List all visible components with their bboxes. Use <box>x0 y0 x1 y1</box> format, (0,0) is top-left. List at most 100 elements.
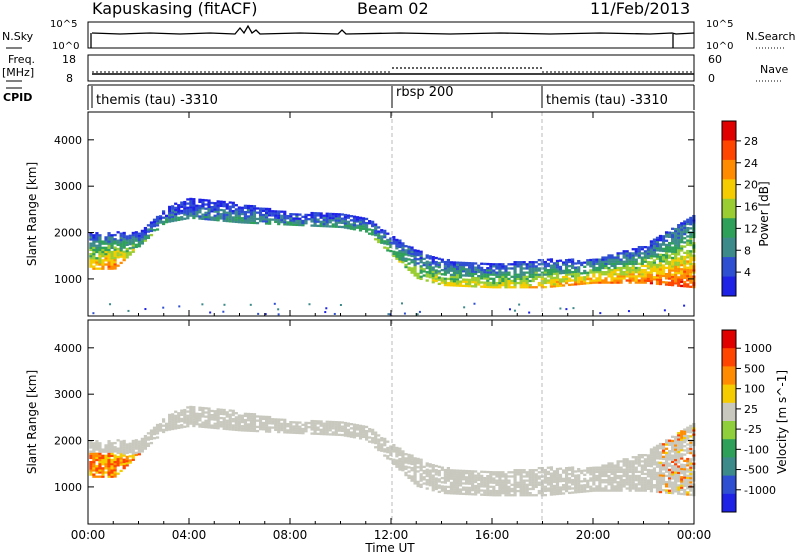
velocity-cell <box>207 417 211 421</box>
power-cell <box>122 233 126 237</box>
velocity-cell <box>246 427 251 430</box>
velocity-cell <box>458 475 463 479</box>
velocity-cell <box>683 493 687 496</box>
velocity-cell <box>634 483 638 486</box>
power-cell <box>677 280 681 283</box>
colorbar-tick-label: 25 <box>744 403 758 416</box>
velocity-cell <box>98 463 102 466</box>
power-cell <box>592 279 596 282</box>
power-cell <box>431 281 435 284</box>
velocity-cell <box>649 450 654 453</box>
velocity-cell <box>677 465 681 468</box>
velocity-cell <box>298 429 302 433</box>
power-cell <box>89 232 93 235</box>
y-tick-label: 1000 <box>54 273 82 286</box>
power-cell <box>410 258 414 262</box>
power-cell <box>92 255 96 258</box>
power-cell <box>216 206 220 209</box>
power-cell <box>137 236 141 240</box>
power-cell <box>613 268 617 272</box>
velocity-cell <box>392 446 396 449</box>
power-cell <box>310 218 314 221</box>
velocity-cell <box>631 464 635 467</box>
velocity-cell <box>204 425 208 429</box>
velocity-cell <box>658 474 663 477</box>
velocity-cell <box>107 467 111 470</box>
power-cell <box>413 253 417 256</box>
power-cell <box>649 277 654 281</box>
velocity-cell <box>680 463 684 466</box>
power-cell <box>474 281 478 284</box>
power-cell <box>361 227 366 230</box>
velocity-cell <box>619 481 623 484</box>
power-cell <box>631 260 635 263</box>
power-cell <box>268 220 272 223</box>
power-cell <box>137 245 141 248</box>
power-cell <box>283 212 287 216</box>
velocity-cell <box>274 420 278 423</box>
power-cell <box>686 256 690 259</box>
velocity-cell <box>310 419 314 423</box>
velocity-cell <box>449 481 454 485</box>
velocity-cell <box>649 460 654 464</box>
velocity-cell <box>592 470 596 474</box>
power-cell <box>610 271 614 274</box>
power-cell <box>346 224 351 228</box>
power-cell <box>628 277 632 280</box>
velocity-cell <box>455 469 460 472</box>
velocity-cell <box>407 462 411 465</box>
power-cell <box>634 271 638 274</box>
power-cell <box>98 261 102 264</box>
velocity-cell <box>640 472 644 476</box>
power-cell <box>625 256 629 259</box>
velocity-cell <box>261 417 266 420</box>
velocity-cell <box>271 418 275 421</box>
velocity-cell <box>601 474 605 478</box>
power-cell <box>510 263 514 266</box>
velocity-cell <box>519 477 523 480</box>
power-cell <box>404 265 408 269</box>
power-cell <box>549 279 554 282</box>
velocity-cell <box>352 431 357 435</box>
power-cell <box>577 280 581 284</box>
velocity-cell <box>225 419 229 422</box>
velocity-cell <box>549 485 554 488</box>
velocity-cell <box>231 413 235 417</box>
velocity-cell <box>186 425 190 428</box>
power-cell <box>492 281 496 285</box>
velocity-cell <box>671 471 675 474</box>
power-cell <box>622 256 626 259</box>
velocity-cell <box>464 471 469 475</box>
power-cell <box>628 256 632 259</box>
power-cell <box>265 211 269 215</box>
velocity-cell <box>92 444 96 447</box>
velocity-cell <box>564 481 569 484</box>
power-cell <box>522 286 526 289</box>
power-cell <box>116 252 120 255</box>
power-cell <box>637 281 641 284</box>
power-cell <box>646 277 650 280</box>
velocity-cell <box>664 443 669 446</box>
velocity-cell <box>625 481 629 484</box>
power-cell <box>240 221 244 224</box>
velocity-cell <box>349 431 354 434</box>
velocity-cell <box>398 462 402 465</box>
velocity-cell <box>446 466 451 470</box>
velocity-cell <box>104 467 108 470</box>
velocity-cell <box>619 466 623 469</box>
power-cell <box>161 222 166 226</box>
power-cell <box>661 264 666 267</box>
power-cell <box>534 271 538 274</box>
power-cell <box>416 274 420 278</box>
power-cell <box>419 258 423 262</box>
power-cell <box>337 217 341 220</box>
velocity-cell <box>468 470 472 473</box>
power-cell <box>574 262 578 265</box>
velocity-cell <box>528 494 532 497</box>
power-cell <box>561 280 566 283</box>
velocity-cell <box>683 440 687 444</box>
velocity-cell <box>649 462 654 466</box>
velocity-cell <box>398 457 402 461</box>
velocity-cell <box>619 470 623 473</box>
power-cell <box>464 263 469 267</box>
